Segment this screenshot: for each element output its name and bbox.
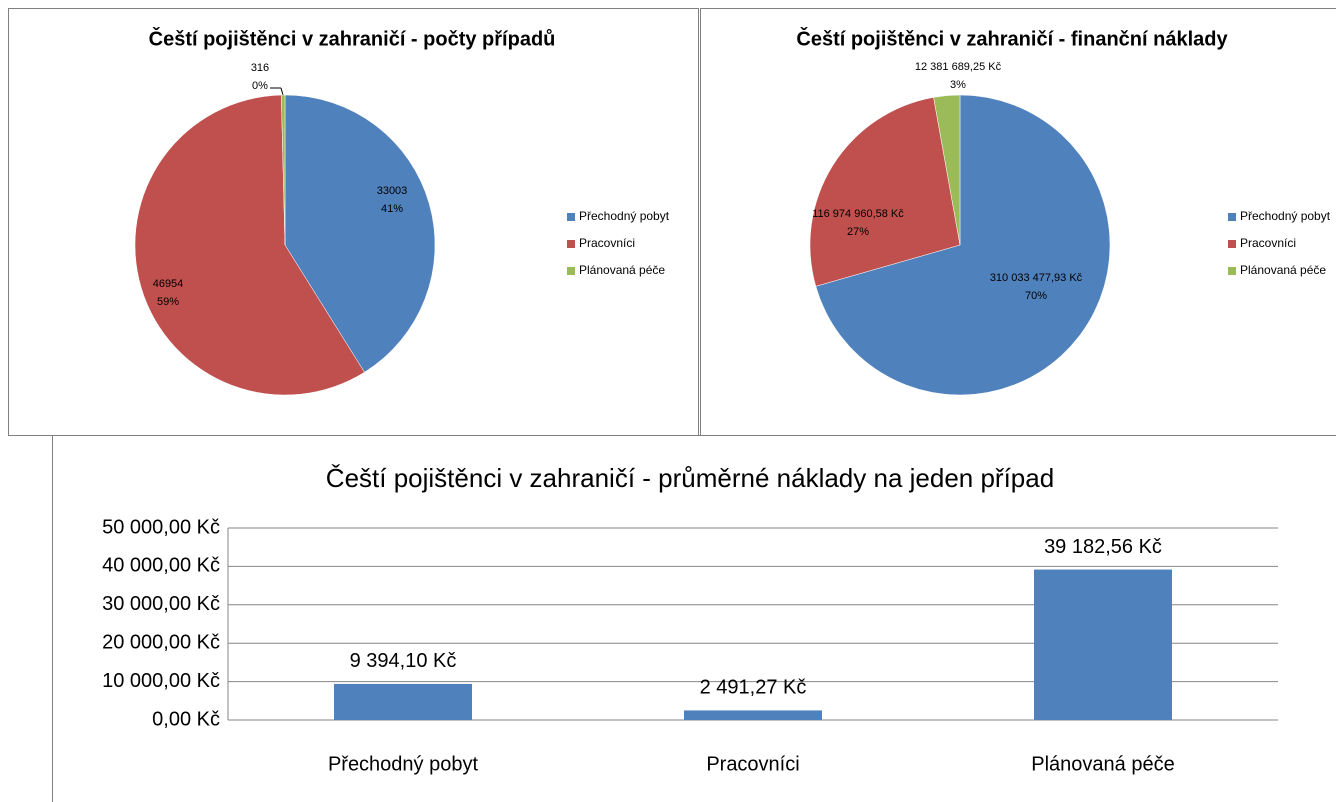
data-label: 316 xyxy=(251,62,269,74)
pie-slice xyxy=(134,94,365,396)
legend-swatch xyxy=(567,240,575,248)
data-label: 59% xyxy=(157,296,179,308)
legend-swatch xyxy=(567,213,575,221)
data-label: 9 394,10 Kč xyxy=(350,650,457,672)
x-tick-label: Pracovníci xyxy=(706,753,799,775)
pie-slice xyxy=(809,97,961,287)
legend-label: Plánovaná péče xyxy=(579,263,665,277)
legend-swatch xyxy=(567,267,575,275)
y-tick-label: 30 000,00 Kč xyxy=(102,593,220,615)
data-label: 310 033 477,93 Kč xyxy=(990,272,1083,284)
data-label: 0% xyxy=(252,80,268,92)
legend-label: Přechodný pobyt xyxy=(1240,209,1331,223)
data-label: 12 381 689,25 Kč xyxy=(915,61,1002,73)
legend-label: Pracovníci xyxy=(1240,236,1296,250)
legend-swatch xyxy=(1228,240,1236,248)
legend-label: Pracovníci xyxy=(579,236,635,250)
data-label: 116 974 960,58 Kč xyxy=(812,208,904,220)
y-tick-label: 0,00 Kč xyxy=(152,708,220,730)
pie-slice xyxy=(933,94,961,246)
legend-label: Přechodný pobyt xyxy=(579,209,670,223)
y-tick-label: 50 000,00 Kč xyxy=(102,516,220,538)
legend-label: Plánovaná péče xyxy=(1240,263,1326,277)
data-label: 27% xyxy=(847,226,869,238)
legend-swatch xyxy=(1228,267,1236,275)
data-label: 41% xyxy=(381,203,403,215)
data-label: 70% xyxy=(1025,290,1047,302)
bar xyxy=(334,683,472,720)
chart-title: Čeští pojištěnci v zahraničí - finanční … xyxy=(796,26,1228,50)
chart-frame xyxy=(700,8,1336,435)
chart-frame xyxy=(52,435,1336,802)
bar xyxy=(684,710,822,720)
data-label: 2 491,27 Kč xyxy=(700,677,807,699)
bar xyxy=(1034,569,1172,720)
y-tick-label: 10 000,00 Kč xyxy=(102,670,220,692)
data-label: 33003 xyxy=(377,185,408,197)
data-label: 39 182,56 Kč xyxy=(1044,536,1162,558)
pie-slice xyxy=(284,94,436,373)
chart-title: Čeští pojištěnci v zahraničí - průměrné … xyxy=(326,463,1054,493)
x-tick-label: Plánovaná péče xyxy=(1031,753,1174,775)
x-tick-label: Přechodný pobyt xyxy=(328,753,479,775)
pie-slice xyxy=(281,94,286,246)
y-tick-label: 40 000,00 Kč xyxy=(102,555,220,577)
data-label: 3% xyxy=(950,79,966,91)
legend-swatch xyxy=(1228,213,1236,221)
chart-title: Čeští pojištěnci v zahraničí - počty pří… xyxy=(149,26,556,50)
leader-line xyxy=(280,87,284,96)
y-tick-label: 20 000,00 Kč xyxy=(102,631,220,653)
pie-slice xyxy=(815,94,1111,396)
data-label: 46954 xyxy=(153,278,184,290)
